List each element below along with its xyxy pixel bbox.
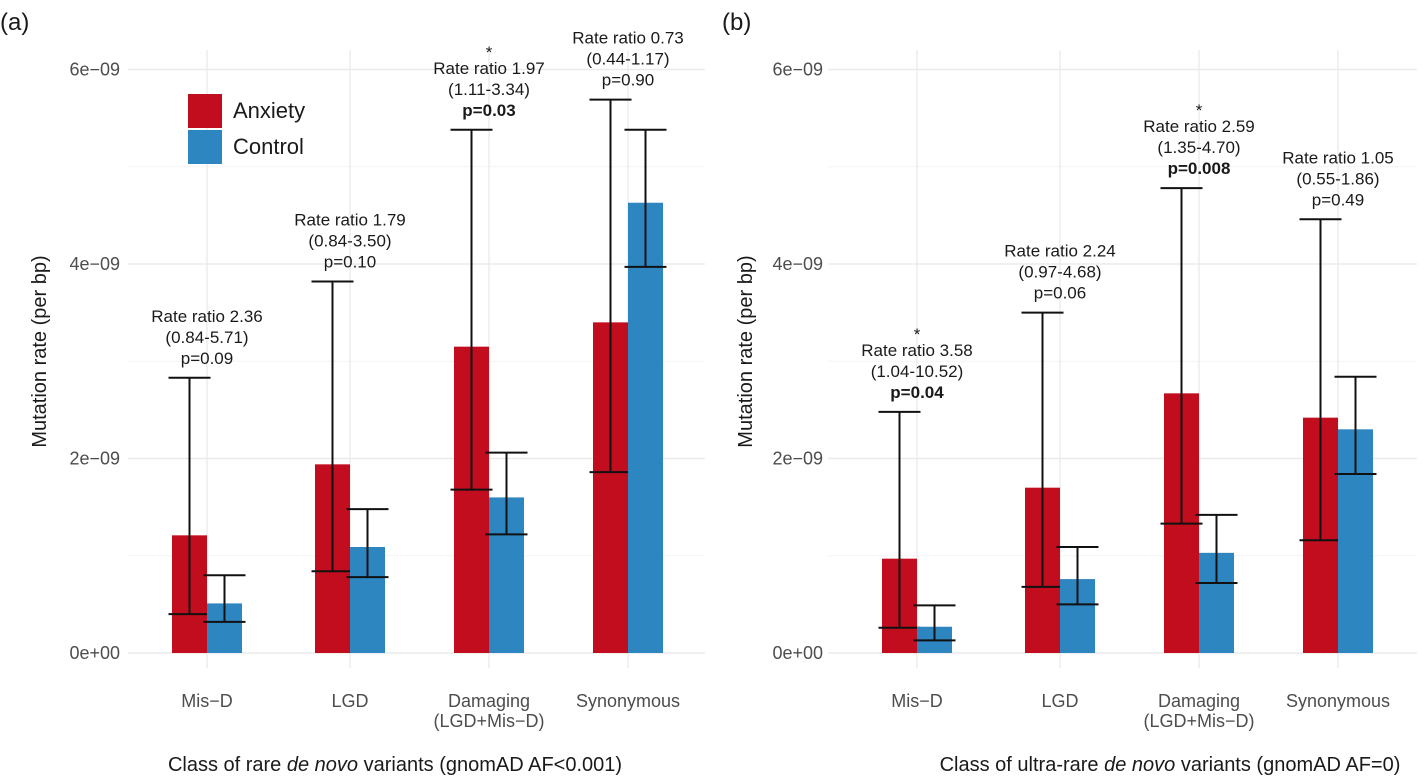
error-bar — [485, 451, 528, 536]
legend-swatch — [188, 130, 222, 164]
annotation-line: (1.04-10.52) — [871, 362, 964, 381]
annotation-line: Rate ratio 1.79 — [294, 211, 406, 230]
error-bar — [450, 128, 493, 491]
annotation-line: Rate ratio 2.24 — [1004, 242, 1116, 261]
series-control — [203, 128, 667, 654]
annotation-line: Rate ratio 1.97 — [433, 59, 545, 78]
y-tick-label: 0e+00 — [69, 643, 120, 663]
y-tick-label: 4e−09 — [772, 254, 823, 274]
error-bar — [1299, 218, 1342, 542]
x-axis-title-part: de novo — [287, 754, 358, 776]
error-bar — [1195, 513, 1238, 584]
annotation-line: Rate ratio 0.73 — [572, 29, 684, 48]
x-tick-label: LGD — [331, 691, 368, 711]
annotation-line: Rate ratio 1.05 — [1282, 148, 1394, 167]
x-axis-title: Class of rare de novo variants (gnomAD A… — [168, 754, 622, 776]
error-bar — [1056, 545, 1099, 606]
annotation: Rate ratio 0.73 (0.44-1.17) p=0.90 — [572, 29, 684, 90]
error-bar — [589, 98, 632, 474]
legend-label: Anxiety — [233, 98, 305, 123]
annotation-line: Rate ratio 3.58 — [861, 341, 973, 360]
x-axis-title-part: Class of ultra-rare — [940, 754, 1105, 776]
annotation: Rate ratio 2.24 (0.97-4.68) p=0.06 — [1004, 242, 1116, 303]
annotation-line: (0.97-4.68) — [1018, 263, 1101, 282]
error-bar — [878, 410, 921, 629]
x-tick-label: Damaging — [448, 691, 530, 711]
annotation-line: p=0.10 — [324, 253, 376, 272]
y-tick-label: 6e−09 — [69, 60, 120, 80]
x-tick-label: Synonymous — [1286, 691, 1390, 711]
error-bar — [311, 280, 354, 573]
legend: Anxiety Control — [188, 94, 305, 164]
x-tick-label: Mis−D — [181, 691, 233, 711]
annotation-line: (0.84-5.71) — [165, 328, 248, 347]
x-axis-title-part: de novo — [1104, 754, 1175, 776]
error-bar — [913, 604, 956, 642]
error-bar — [1334, 375, 1377, 476]
error-bar — [346, 508, 389, 579]
annotation: Rate ratio 1.05 (0.55-1.86) p=0.49 — [1282, 148, 1394, 209]
y-tick-label: 6e−09 — [772, 60, 823, 80]
x-tick-label: Mis−D — [891, 691, 943, 711]
error-bar — [203, 574, 246, 623]
annotation-line: (1.11-3.34) — [448, 80, 530, 99]
annotation-line: p=0.49 — [1312, 190, 1364, 209]
significance-star: * — [1196, 101, 1203, 120]
error-bar — [168, 376, 211, 616]
series-anxiety — [168, 98, 632, 653]
annotation: Rate ratio 3.58 (1.04-10.52) p=0.04 * — [861, 325, 973, 402]
annotation-line: p=0.09 — [181, 349, 233, 368]
annotation-line: p=0.04 — [890, 383, 944, 402]
y-tick-label: 2e−09 — [69, 449, 120, 469]
x-tick-label: (LGD+Mis−D) — [1143, 711, 1254, 731]
x-tick-label: LGD — [1041, 691, 1078, 711]
y-tick-label: 4e−09 — [69, 254, 120, 274]
error-bar — [1160, 187, 1203, 525]
y-tick-label: 2e−09 — [772, 449, 823, 469]
annotation-line: p=0.90 — [602, 71, 654, 90]
series-control — [913, 375, 1377, 653]
annotation-line: Rate ratio 2.36 — [151, 307, 263, 326]
annotation-line: p=0.03 — [462, 101, 515, 120]
x-axis-title-part: variants (gnomAD AF<0.001) — [358, 754, 622, 776]
error-bar — [1021, 311, 1064, 588]
panel-label: (b) — [722, 9, 751, 36]
x-axis-title: Class of ultra-rare de novo variants (gn… — [940, 754, 1401, 776]
legend-label: Control — [233, 134, 304, 159]
annotation-line: p=0.008 — [1168, 159, 1231, 178]
x-tick-label: (LGD+Mis−D) — [433, 711, 544, 731]
annotation-line: (0.55-1.86) — [1296, 169, 1379, 188]
panel-b: (b) 0e+00 2e−09 4e−09 6e−09 Mutation rate (pe… — [722, 9, 1417, 776]
significance-star: * — [914, 325, 921, 344]
panel-label: (a) — [0, 9, 29, 36]
bar — [628, 202, 663, 654]
x-tick-label: Damaging — [1158, 691, 1240, 711]
annotation-line: (1.35-4.70) — [1157, 138, 1240, 157]
gridlines — [828, 50, 1417, 668]
annotation: Rate ratio 2.59 (1.35-4.70) p=0.008 * — [1143, 101, 1255, 178]
y-axis-title: Mutation rate (per bp) — [735, 255, 757, 447]
annotation: Rate ratio 1.97 (1.11-3.34) p=0.03 * — [433, 43, 545, 120]
series-anxiety — [878, 187, 1342, 653]
x-tick-label: Synonymous — [576, 691, 680, 711]
y-axis-title: Mutation rate (per bp) — [29, 255, 51, 447]
x-axis-title-part: Class of rare — [168, 754, 287, 776]
error-bar — [624, 128, 667, 268]
y-tick-label: 0e+00 — [772, 643, 823, 663]
panel-a: (a) 0e+00 2e−09 4e−09 6e−09 Mutation rate (pe… — [0, 9, 705, 776]
significance-star: * — [486, 43, 493, 62]
annotation: Rate ratio 1.79 (0.84-3.50) p=0.10 — [294, 211, 406, 272]
x-axis-title-part: variants (gnomAD AF=0) — [1175, 754, 1400, 776]
annotation-line: (0.84-3.50) — [308, 232, 391, 251]
annotation-line: (0.44-1.17) — [586, 50, 669, 69]
annotation: Rate ratio 2.36 (0.84-5.71) p=0.09 — [151, 307, 263, 368]
annotation-line: Rate ratio 2.59 — [1143, 117, 1255, 136]
legend-swatch — [188, 94, 222, 128]
annotation-line: p=0.06 — [1034, 284, 1086, 303]
